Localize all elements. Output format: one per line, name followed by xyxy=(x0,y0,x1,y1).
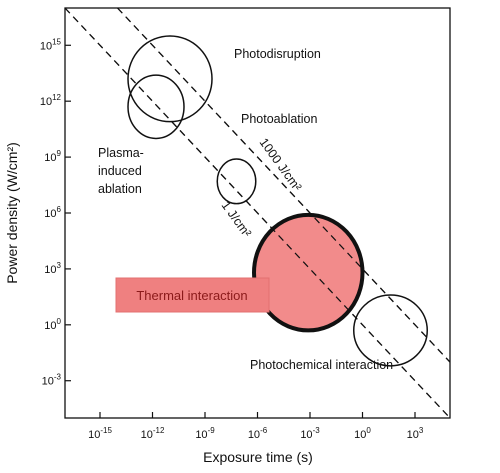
x-tick-label: 10-6 xyxy=(248,426,268,441)
x-tick-label: 10-9 xyxy=(195,426,215,441)
y-tick-label: 106 xyxy=(44,205,61,220)
x-tick-label: 10-3 xyxy=(300,426,320,441)
x-axis-ticks: 10-15 10-12 10-9 10-6 10-3 100 103 xyxy=(88,412,424,441)
plasma-label-line2: induced xyxy=(98,164,142,178)
x-tick-label: 103 xyxy=(407,426,424,441)
x-tick-label: 10-12 xyxy=(141,426,165,441)
y-tick-label: 1015 xyxy=(40,37,62,52)
fluence-1-label: 1 J/cm² xyxy=(219,199,254,240)
y-tick-label: 10-3 xyxy=(42,373,62,388)
photodisruption-label: Photodisruption xyxy=(234,47,321,61)
thermal-label: Thermal interaction xyxy=(136,288,247,303)
plasma-label-line3: ablation xyxy=(98,182,142,196)
y-tick-label: 109 xyxy=(44,149,61,164)
photoablation-label: Photoablation xyxy=(241,112,318,126)
plasma-label-line1: Plasma- xyxy=(98,146,144,160)
photochemical-label: Photochemical interaction xyxy=(250,358,393,372)
region-photochemical-interaction xyxy=(353,294,428,367)
fluence-line-overlay-1 xyxy=(117,7,451,363)
region-photodisruption xyxy=(127,35,213,123)
thermal-label-box xyxy=(115,277,270,313)
region-photoablation xyxy=(127,74,185,140)
x-tick-label: 100 xyxy=(354,426,371,441)
region-thermal-interaction xyxy=(252,212,365,333)
x-tick-label: 10-15 xyxy=(88,426,112,441)
x-axis-title: Exposure time (s) xyxy=(203,449,313,465)
fluence-line-overlay-0 xyxy=(64,7,451,419)
fluence-1000-label: 1000 J/cm² xyxy=(257,136,305,194)
y-axis-title: Power density (W/cm²) xyxy=(4,142,20,284)
y-tick-label: 100 xyxy=(44,317,61,332)
region-plasma-induced-ablation xyxy=(216,158,257,205)
y-tick-label: 103 xyxy=(44,261,61,276)
y-axis-ticks: 1015 1012 109 106 103 100 10-3 xyxy=(40,37,71,388)
y-tick-label: 1012 xyxy=(40,93,62,108)
interaction-regions xyxy=(64,7,451,419)
